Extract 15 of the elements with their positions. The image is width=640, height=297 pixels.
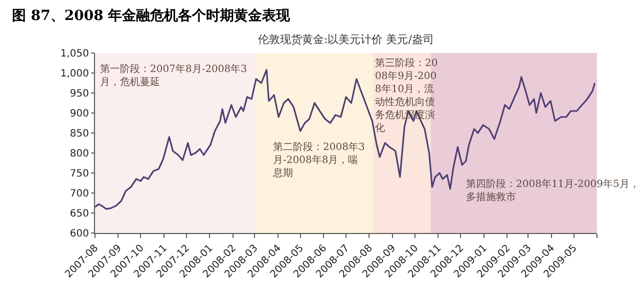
y-tick-label: 800 — [70, 148, 89, 160]
y-tick-label: 1,000 — [60, 68, 89, 80]
y-tick-label: 850 — [70, 128, 89, 140]
band-label: 第二阶段：2008年3月-2008年8月，喘息期 — [272, 141, 365, 179]
y-tick-label: 1,050 — [60, 48, 89, 60]
y-tick-label: 700 — [70, 188, 89, 200]
y-tick-label: 600 — [70, 228, 89, 240]
y-tick-label: 650 — [70, 208, 89, 220]
y-tick-label: 900 — [70, 108, 89, 120]
band-label: 第一阶段：2007年8月-2008年3月，危机蔓延 — [100, 63, 248, 88]
band-label: 第四阶段：2008年11月-2009年5月，多措施救市 — [466, 178, 640, 203]
y-tick-label: 750 — [70, 168, 89, 180]
chart-title: 图 87、2008 年金融危机各个时期黄金表现 — [12, 8, 292, 24]
y-tick-label: 950 — [70, 88, 89, 100]
chart-subtitle: 伦敦现货黄金:以美元计价 美元/盎司 — [258, 33, 434, 46]
